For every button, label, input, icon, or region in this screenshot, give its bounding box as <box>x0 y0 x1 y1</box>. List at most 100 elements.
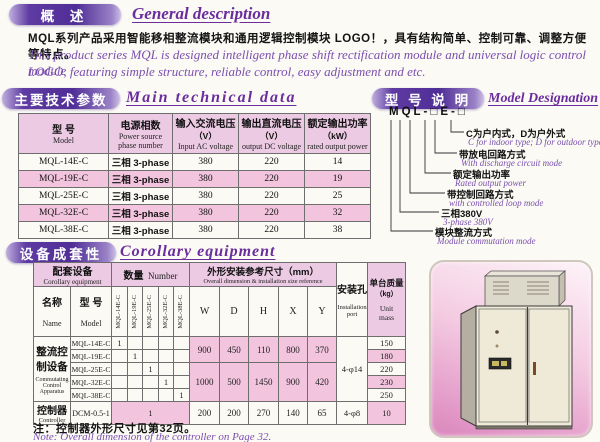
overview-section-badge: 概 述 <box>9 4 121 25</box>
th-model: 型 号 Model <box>18 113 109 154</box>
group-label-controller: 控制器 Controller <box>33 401 71 426</box>
table-row: MQL-38E-C 三相 3-phase 380 220 38 <box>18 221 371 239</box>
cabinet-photo <box>460 270 573 430</box>
dim-cell: 270 <box>248 401 280 426</box>
corollary-section-title: Corollary equipment <box>120 243 276 260</box>
qty-cell: 1 <box>111 336 129 351</box>
th-corollary-equipment: 配套设备 Corollary equipment <box>32 261 113 288</box>
overview-body-zh: MQL系列产品采用智能移相整流模块和通用逻辑控制模块 LOGO！，具有结构简单、… <box>28 33 587 61</box>
th-model-col: 型 号 Model <box>69 286 113 338</box>
designation-leader-lines <box>390 120 464 232</box>
technical-badge-label: 主要技术参数 <box>14 92 108 108</box>
dim-cell: 110 <box>248 336 280 364</box>
corollary-badge-label: 设备成套性 <box>19 246 103 262</box>
corollary-equipment-table: 配套设备 Corollary equipment 数量 Number 外形安装参… <box>32 261 407 426</box>
mass-cell: 230 <box>367 375 407 390</box>
port-cell: 4-φ8 <box>336 401 369 426</box>
dim-cell: 420 <box>307 362 338 403</box>
designation-label-zh: C为户内式，D为户外式 <box>466 129 566 140</box>
controller-row: 控制器 Controller DCM-0.5-1 1 200 200 270 1… <box>33 401 407 426</box>
model-cell: DCM-0.5-1 <box>69 401 113 426</box>
designation-section-title: Model Designation <box>488 91 599 106</box>
dim-cell: 200 <box>189 401 221 426</box>
th-dimensions: 外形安装参考尺寸（mm） Overall dimension & install… <box>189 261 338 288</box>
designation-label-zh: 带控制回路方式 <box>447 190 514 201</box>
table-row: MQL-14E-C 三相 3-phase 380 220 14 <box>18 153 371 171</box>
corollary-section-badge: 设备成套性 <box>6 242 116 263</box>
dim-cell: 900 <box>278 362 309 403</box>
qty-cell: 1 <box>111 401 191 426</box>
designation-label-zh: 三相380V <box>441 209 483 220</box>
designation-label-zh: 额定输出功率 <box>453 170 511 181</box>
th-output-voltage: 输出直流电压 （V） output DC voltage <box>238 113 305 154</box>
th-dim-h: H <box>248 286 280 338</box>
th-qty-model: MQL-25E-C <box>142 286 160 338</box>
designation-label-en: Rated output power <box>455 178 526 188</box>
th-phase: 电源相数 Power source phase number <box>108 113 173 154</box>
mass-cell: 10 <box>367 401 407 426</box>
dim-cell: 1000 <box>189 362 221 403</box>
th-unit-mass: 单台质量 （kg） Unit mass <box>367 261 407 338</box>
dim-cell: 500 <box>219 362 250 403</box>
group-label-commutating: 整流控 制设备 Commutating Control Apparatus <box>33 336 71 403</box>
dim-cell: 140 <box>278 401 309 426</box>
qty-cell: 1 <box>173 388 191 403</box>
qty-cell: 1 <box>142 362 160 377</box>
th-input-voltage: 输入交流电压 （V） Input AC voltage <box>172 113 239 154</box>
designation-label-en: C for indoor type; D for outdoor type <box>468 137 600 147</box>
model-cell: MQL-25E-C <box>69 362 113 377</box>
designation-label-en: Module commutation mode <box>437 236 536 246</box>
designation-label-en: with controlled loop mode <box>449 198 544 208</box>
dim-cell: 370 <box>307 336 338 364</box>
port-cell: 4-φ14 <box>336 336 369 403</box>
model-cell: MQL-14E-C <box>69 336 113 351</box>
th-rated-power: 额定输出功率 （kW） rated output power <box>304 113 371 154</box>
footnote-zh: 注：控制器外形尺寸见第32页。 <box>33 423 196 435</box>
mass-cell: 250 <box>367 388 407 403</box>
table-row: MQL-25E-C 三相 3-phase 380 220 25 <box>18 187 371 205</box>
technical-section-title: Main technical data <box>126 89 297 106</box>
designation-label-en: 3-phase 380V <box>443 217 493 227</box>
th-qty-model: MQL-32E-C <box>158 286 175 338</box>
th-qty-model: MQL-38E-C <box>173 286 191 338</box>
th-name: 名称 Name <box>33 286 71 338</box>
mass-cell: 150 <box>367 336 407 351</box>
designation-label-en: With discharge circuit mode <box>461 158 563 168</box>
cabinet-photo-frame <box>429 260 593 438</box>
th-installation-port: 安装孔 Installation port <box>336 261 369 338</box>
model-cell: MQL-32E-C <box>69 375 113 390</box>
th-qty-model: MQL-19E-C <box>127 286 144 338</box>
mass-cell: 220 <box>367 362 407 377</box>
qty-cell: 1 <box>127 349 144 364</box>
designation-badge-label: 型 号 说 明 <box>384 92 472 108</box>
model-cell: MQL-38E-C <box>69 388 113 403</box>
model-code: MQL-□E-□ <box>389 106 468 118</box>
th-dim-x: X <box>278 286 309 338</box>
table-row: MQL-32E-C 三相 3-phase 380 220 32 <box>18 204 371 222</box>
dim-cell: 65 <box>307 401 338 426</box>
overview-body-en-line2: LOGO, featuring simple structure, reliab… <box>28 64 426 79</box>
corollary-header-row-2: 名称 Name 型 号 Model MQL-14E-C MQL-19E-C MQ… <box>33 286 406 338</box>
designation-label-zh: 带放电回路方式 <box>459 150 526 161</box>
table-row: MQL-19E-C 三相 3-phase 380 220 19 <box>18 170 371 188</box>
th-dim-y: Y <box>307 286 338 338</box>
mass-cell: 180 <box>367 349 407 364</box>
table-row: 整流控 制设备 Commutating Control Apparatus MQ… <box>33 336 407 403</box>
technical-header-row: 型 号 Model 电源相数 Power source phase number… <box>18 113 371 154</box>
designation-section-badge: 型 号 说 明 <box>372 88 484 109</box>
overview-body-en-line1: This product series MQL is designed inte… <box>28 47 586 78</box>
overview-section-title: General description <box>132 4 271 23</box>
dim-cell: 1450 <box>248 362 280 403</box>
th-dim-w: W <box>189 286 221 338</box>
th-qty-model: MQL-14E-C <box>111 286 129 338</box>
designation-label-zh: 模块整流方式 <box>435 228 493 239</box>
technical-section-badge: 主要技术参数 <box>2 88 120 109</box>
technical-data-table: 型 号 Model 电源相数 Power source phase number… <box>18 113 371 239</box>
dim-cell: 450 <box>219 336 250 364</box>
qty-cell: 1 <box>158 375 175 390</box>
table-row: MQL-25E-C 1 1000 500 1450 900 420 220 <box>34 362 407 403</box>
model-cell: MQL-19E-C <box>69 349 113 364</box>
th-quantity: 数量 Number <box>111 261 191 288</box>
dim-cell: 900 <box>189 336 221 364</box>
